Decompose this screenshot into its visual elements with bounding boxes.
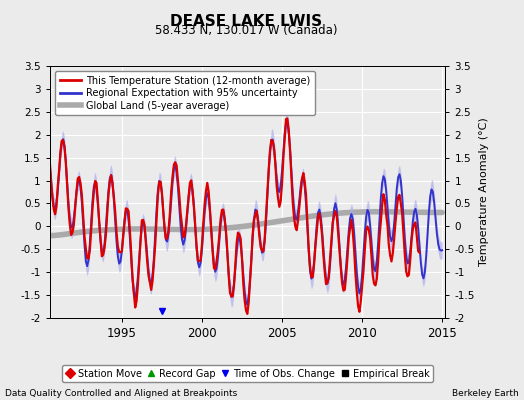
Text: 58.433 N, 130.017 W (Canada): 58.433 N, 130.017 W (Canada) xyxy=(155,24,337,37)
Text: DEASE LAKE LWIS: DEASE LAKE LWIS xyxy=(170,14,322,29)
Text: Data Quality Controlled and Aligned at Breakpoints: Data Quality Controlled and Aligned at B… xyxy=(5,389,237,398)
Y-axis label: Temperature Anomaly (°C): Temperature Anomaly (°C) xyxy=(479,118,489,266)
Text: Berkeley Earth: Berkeley Earth xyxy=(452,389,519,398)
Legend: Station Move, Record Gap, Time of Obs. Change, Empirical Break: Station Move, Record Gap, Time of Obs. C… xyxy=(62,365,433,382)
